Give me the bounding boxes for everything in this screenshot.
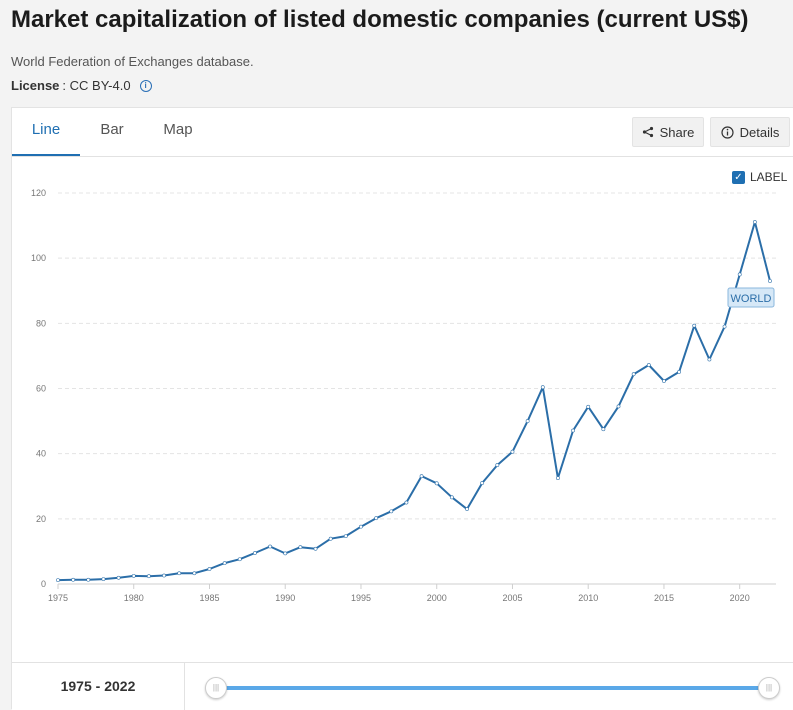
year-range: 1975 - 2022: [12, 663, 185, 710]
range-slider-start-handle[interactable]: |||: [205, 677, 227, 699]
details-button[interactable]: Details: [710, 117, 790, 147]
y-tick-label: 80: [36, 318, 46, 328]
x-tick-label: 1980: [124, 593, 144, 603]
data-point: [677, 369, 682, 374]
data-point: [71, 577, 76, 582]
x-tick-label: 1975: [48, 593, 68, 603]
data-point: [313, 546, 318, 551]
tab-line[interactable]: Line: [12, 108, 80, 156]
info-circle-icon: [721, 125, 734, 139]
line-chart: 0 20 40 60 80 100 120 1975 1980 1985 1990 1995 2000 2…: [31, 188, 776, 603]
series-label-box: [727, 287, 775, 308]
data-point: [222, 561, 227, 566]
x-tick-label: 2010: [578, 593, 598, 603]
data-point: [359, 524, 363, 529]
view-tabs: Line Bar Map Share Details: [12, 108, 793, 157]
data-point: [237, 557, 242, 562]
tab-map[interactable]: Map: [163, 121, 193, 138]
data-point: [480, 481, 485, 485]
license-value: : CC BY-4.0: [62, 78, 131, 93]
data-point: [631, 372, 636, 377]
data-point: [556, 476, 560, 481]
data-point: [162, 573, 166, 578]
data-point: [768, 279, 772, 283]
range-slider-track[interactable]: [217, 686, 770, 690]
x-tick-label: 1995: [351, 593, 371, 603]
data-point: [525, 419, 530, 423]
x-tick-label: 2020: [730, 593, 750, 603]
data-point: [101, 577, 106, 582]
x-tick-label: 1985: [199, 593, 219, 603]
series-label: WORLD: [731, 293, 772, 305]
data-point: [328, 536, 333, 541]
data-point: [56, 578, 60, 582]
x-tick-label: 2015: [654, 593, 674, 603]
range-separator: -: [91, 678, 105, 694]
data-point: [419, 474, 424, 479]
data-point: [434, 481, 439, 486]
data-point: [253, 551, 257, 555]
y-tick-label: 100: [31, 253, 46, 263]
x-tick-label: 1990: [275, 593, 295, 603]
y-tick-label: 20: [36, 514, 46, 524]
data-point: [116, 575, 121, 580]
data-point: [146, 574, 151, 579]
range-footer: 1975 - 2022 ||| |||: [12, 662, 793, 710]
data-point: [601, 427, 606, 432]
data-point: [192, 571, 197, 576]
data-point: [374, 516, 379, 521]
data-point: [737, 272, 742, 277]
share-label: Share: [659, 124, 695, 140]
data-point: [540, 385, 545, 390]
details-label: Details: [739, 124, 780, 140]
chart-panel: Line Bar Map Share Details ✓ LABEL 0 20 40…: [11, 107, 793, 710]
data-point: [616, 404, 621, 409]
x-tick-label: 2000: [427, 593, 447, 603]
data-point: [495, 463, 500, 467]
data-point: [404, 500, 409, 505]
range-slider-end-handle[interactable]: |||: [758, 677, 780, 699]
data-point: [177, 571, 182, 576]
share-button[interactable]: Share: [632, 117, 704, 147]
y-tick-label: 60: [36, 384, 46, 394]
range-start: 1975: [60, 678, 92, 694]
data-point: [283, 551, 288, 556]
range-end: 2022: [104, 678, 136, 694]
data-point: [586, 404, 591, 409]
label-toggle-text: LABEL: [750, 170, 788, 184]
label-toggle[interactable]: ✓ LABEL: [732, 170, 787, 184]
data-point: [449, 495, 454, 500]
data-point: [571, 428, 575, 433]
checkbox-checked-icon[interactable]: ✓: [732, 170, 745, 184]
data-point: [298, 545, 303, 550]
series-line: [57, 221, 771, 582]
tab-bar[interactable]: Bar: [100, 121, 124, 138]
data-point: [131, 573, 136, 578]
license-label: License: [11, 78, 60, 93]
license: License : CC BY-4.0 i: [11, 78, 152, 93]
y-tick-label: 40: [36, 449, 46, 459]
data-point: [646, 363, 651, 367]
y-tick-label: 0: [41, 579, 46, 589]
data-point: [722, 324, 727, 329]
data-point: [662, 379, 666, 383]
y-tick-label: 120: [31, 188, 46, 198]
data-point: [86, 577, 91, 582]
data-point: [465, 507, 469, 511]
info-icon[interactable]: i: [139, 79, 152, 92]
share-icon: [642, 126, 653, 138]
source-note: World Federation of Exchanges database.: [11, 54, 254, 69]
data-point: [707, 357, 712, 362]
data-point: [510, 449, 515, 454]
page-title: Market capitalization of listed domestic…: [11, 6, 749, 33]
data-point: [389, 509, 394, 514]
data-point: [343, 534, 348, 539]
data-point: [268, 544, 272, 549]
data-point: [752, 220, 757, 224]
x-tick-label: 2005: [502, 593, 522, 603]
data-point: [207, 567, 212, 571]
data-point: [692, 323, 697, 328]
